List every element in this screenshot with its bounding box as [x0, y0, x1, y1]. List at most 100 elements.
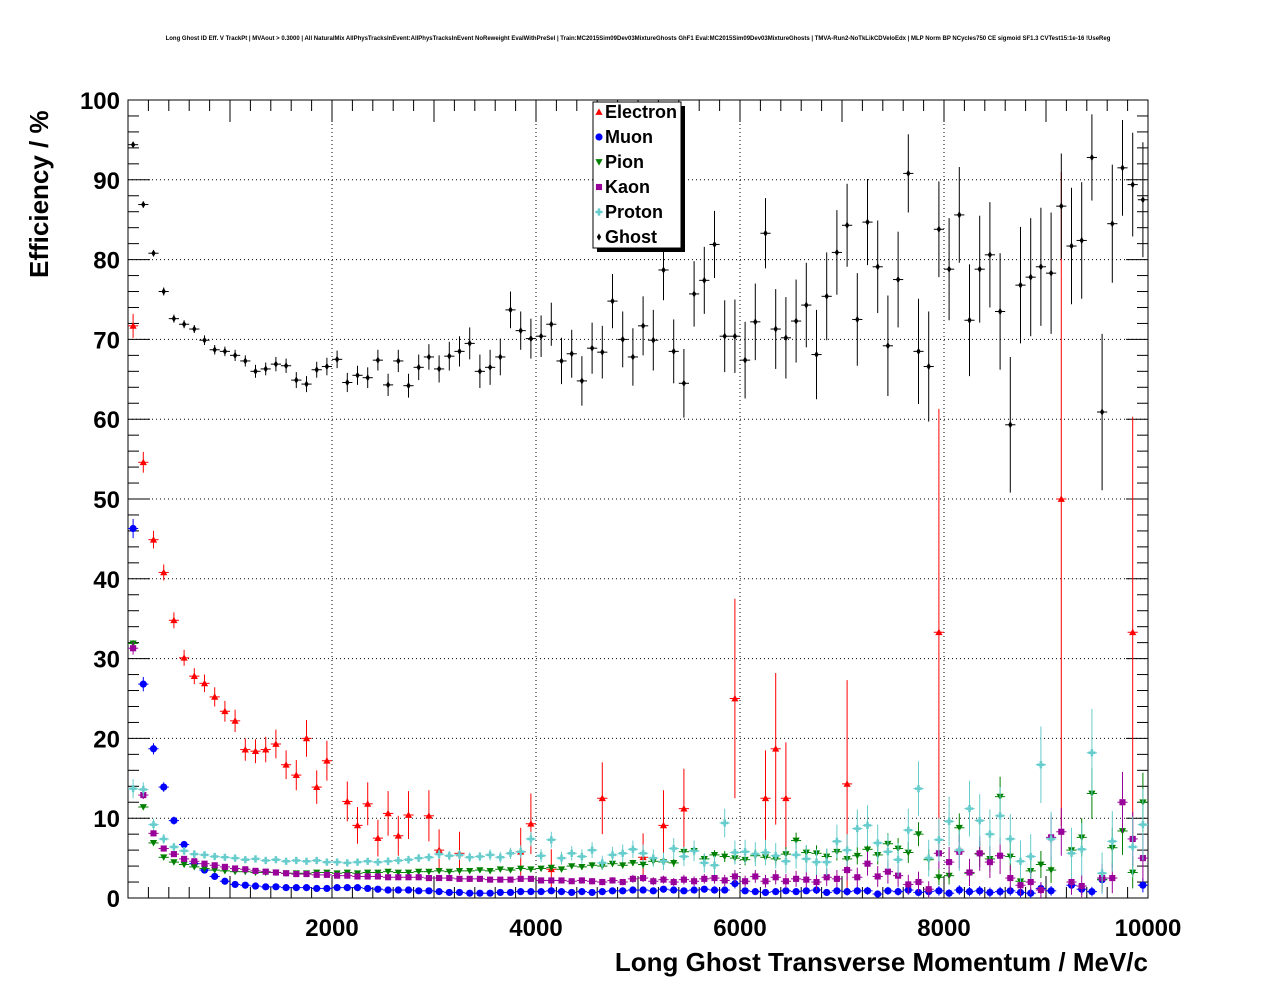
data-point: [831, 886, 842, 895]
data-marker: [282, 884, 290, 892]
data-marker: [793, 875, 800, 882]
data-marker: [1008, 421, 1013, 429]
data-marker: [394, 832, 402, 839]
data-point: [1035, 882, 1046, 898]
data-marker: [671, 347, 676, 355]
data-marker: [425, 812, 433, 819]
data-marker: [404, 856, 413, 864]
data-point: [352, 858, 363, 866]
data-point: [719, 808, 730, 838]
data-marker: [446, 874, 453, 882]
axis-ticks: 2000 4000 6000 8000 10000 0 10 20 30 40 50 60 70 80 90…: [80, 88, 1181, 942]
data-point: [617, 844, 628, 863]
data-point: [434, 867, 445, 875]
data-point: [372, 819, 383, 857]
data-marker: [487, 363, 493, 371]
data-point: [760, 874, 771, 888]
data-marker: [343, 797, 351, 805]
data-point: [1137, 142, 1148, 258]
data-marker: [793, 317, 799, 325]
data-point: [678, 348, 689, 418]
data-marker: [763, 229, 768, 237]
data-point: [984, 202, 995, 308]
data-point: [576, 863, 587, 871]
data-point: [383, 868, 394, 876]
data-point: [587, 862, 598, 869]
data-point: [780, 874, 791, 889]
data-marker: [568, 863, 576, 870]
data-marker: [201, 860, 208, 867]
data-marker: [761, 848, 770, 857]
data-marker: [904, 826, 912, 834]
data-marker: [1130, 180, 1135, 189]
data-marker: [323, 871, 330, 878]
data-marker: [629, 886, 637, 894]
legend-item-ghost: Ghost: [596, 227, 657, 247]
data-marker: [537, 852, 545, 860]
data-marker: [965, 805, 974, 813]
data-point: [678, 874, 689, 885]
data-marker: [212, 346, 217, 354]
data-point: [505, 847, 516, 859]
x-tick-label: 10000: [1115, 915, 1182, 942]
data-marker: [752, 873, 759, 880]
data-marker: [946, 859, 953, 866]
y-tick-label: 80: [93, 248, 120, 275]
data-marker: [843, 846, 851, 854]
data-marker: [344, 872, 351, 879]
data-marker: [191, 858, 198, 865]
data-point: [933, 869, 944, 886]
data-marker: [231, 854, 239, 862]
grid: [128, 100, 1148, 898]
data-marker: [987, 251, 993, 259]
data-marker: [262, 856, 270, 865]
data-point: [1035, 850, 1046, 879]
data-point: [678, 846, 689, 867]
data-point: [995, 253, 1006, 370]
data-point: [301, 871, 312, 878]
data-point: [719, 886, 730, 894]
data-point: [525, 866, 536, 873]
data-point: [954, 829, 965, 871]
data-marker: [792, 888, 800, 896]
data-point: [821, 252, 832, 341]
data-point: [485, 867, 496, 875]
data-point: [536, 849, 547, 863]
data-point: [1107, 164, 1118, 283]
data-point: [893, 231, 904, 328]
data-point: [872, 890, 883, 898]
data-marker: [660, 876, 667, 883]
data-point: [321, 858, 332, 866]
data-point: [923, 311, 934, 422]
data-point: [464, 852, 475, 863]
data-point: [913, 298, 924, 405]
data-marker: [1099, 408, 1105, 416]
data-point: [546, 864, 557, 872]
data-marker: [528, 335, 534, 343]
data-point: [760, 839, 771, 866]
data-point: [423, 868, 434, 876]
data-marker: [455, 867, 464, 875]
data-point: [882, 886, 893, 895]
data-point: [576, 877, 587, 884]
data-marker: [211, 862, 218, 869]
data-point: [311, 856, 322, 865]
data-marker: [639, 861, 647, 869]
data-marker: [578, 877, 585, 884]
data-marker: [598, 859, 606, 867]
data-marker: [426, 353, 432, 361]
data-marker: [415, 868, 423, 876]
data-point: [362, 873, 373, 880]
data-point: [974, 886, 985, 896]
data-point: [607, 273, 618, 329]
data-marker: [701, 875, 708, 882]
data-marker: [231, 880, 239, 889]
data-marker: [130, 141, 136, 149]
data-point: [740, 887, 751, 895]
data-marker: [435, 867, 443, 875]
data-marker: [589, 344, 595, 352]
data-marker: [222, 347, 228, 355]
data-point: [230, 865, 241, 872]
data-point: [260, 736, 271, 763]
data-marker: [640, 322, 646, 330]
